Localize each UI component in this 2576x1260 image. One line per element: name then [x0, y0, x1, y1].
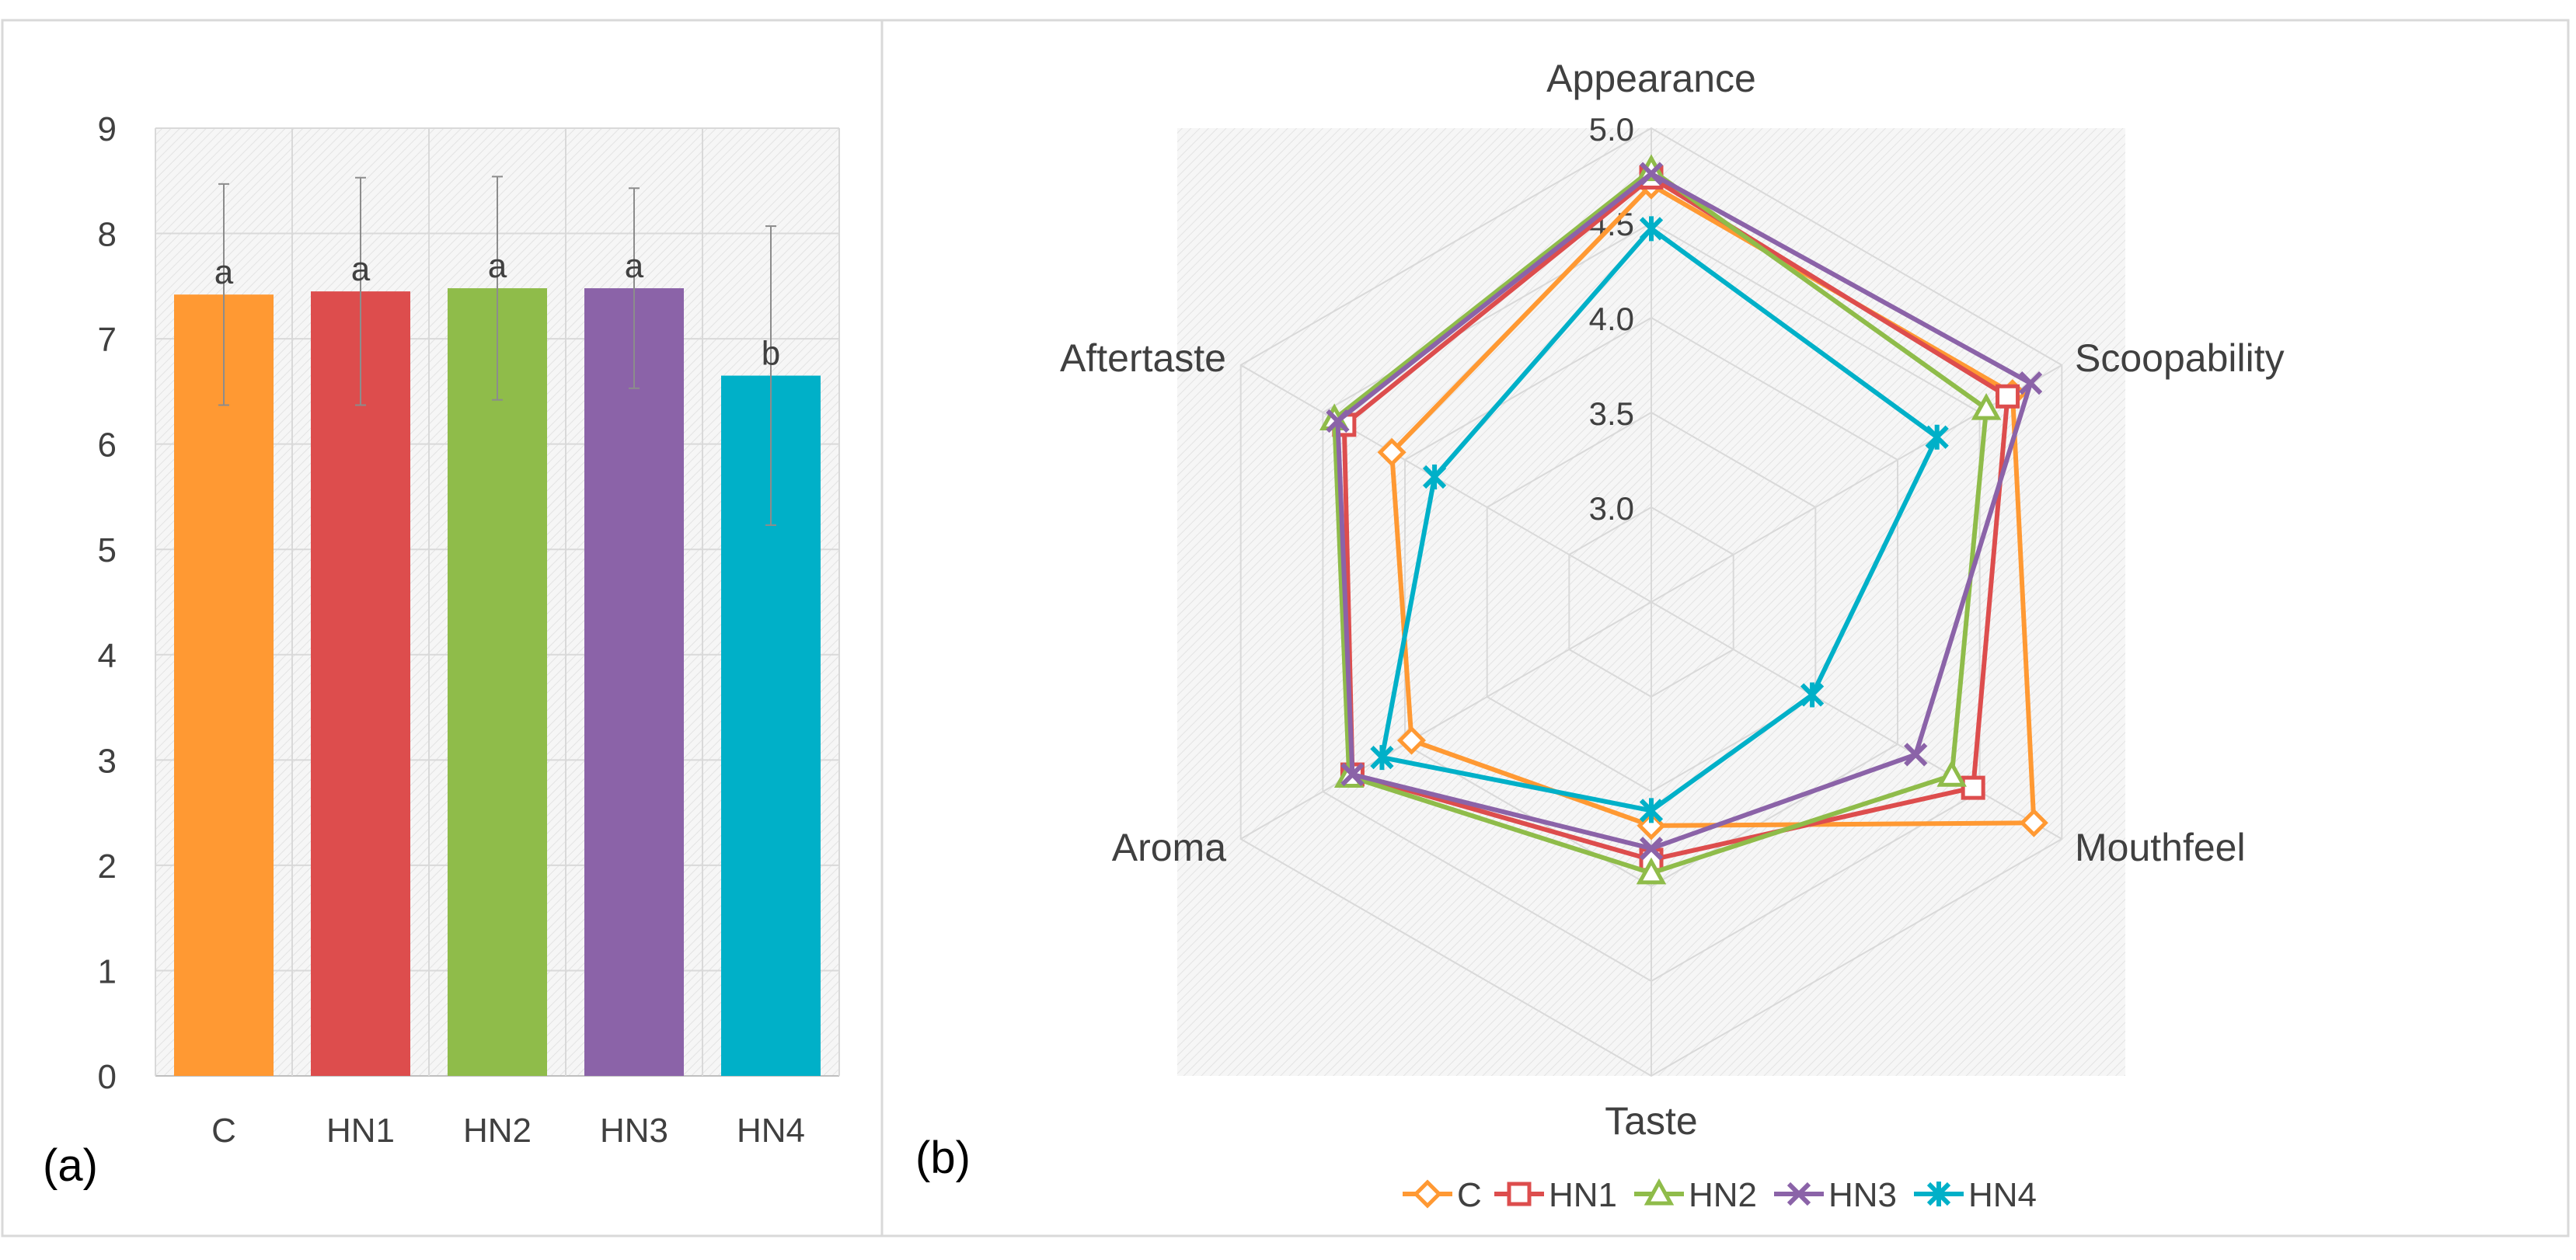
radar-r-tick-label: 3.5: [1589, 395, 1634, 432]
radar-point-HN4: [1800, 682, 1825, 708]
radar-spoke: [1240, 601, 1652, 840]
radar-point-HN2: [1971, 392, 2002, 420]
significance-letter-HN1: a: [351, 250, 371, 288]
bar-y-tick-label: 6: [98, 426, 117, 465]
bar-y-tick-label: 1: [98, 952, 117, 990]
radar-point-C: [1396, 726, 1427, 755]
radar-point-HN4: [1639, 798, 1664, 823]
legend-label: HN4: [1968, 1176, 2037, 1214]
radar-spoke: [1651, 364, 2062, 603]
bar-chart: 0 1 2 3 4 5 6 7 8 9 a a a a b C HN1 HN2 HN3 HN4: [98, 110, 840, 1150]
bar-HN1: [311, 291, 410, 1077]
radar-legend: C HN1 HN2 HN3 HN4: [1403, 1176, 2037, 1214]
radar-axis-label: Appearance: [1546, 57, 1756, 100]
radar-point-HN4: [1639, 216, 1664, 242]
radar-gridlines: [1239, 127, 2063, 1077]
panel-b-label: (b): [915, 1133, 971, 1183]
radar-axis-label: Aftertaste: [1060, 336, 1226, 380]
bar-y-tick-label: 9: [98, 110, 117, 148]
radar-point-HN4: [1925, 424, 1949, 450]
radar-point-HN3: [2019, 371, 2043, 395]
radar-point-HN1: [1996, 384, 2020, 409]
radar-point-HN3: [1340, 762, 1365, 787]
radar-axis-label: Taste: [1605, 1099, 1698, 1143]
radar-axis-label: Scoopability: [2075, 336, 2285, 380]
bar-y-tick-label: 5: [98, 531, 117, 569]
bar-x-tick-label: HN1: [326, 1112, 395, 1150]
bar-x-tick-label: HN3: [600, 1112, 668, 1150]
radar-point-HN3: [1639, 162, 1664, 186]
radar-point-HN3: [1326, 409, 1350, 433]
significance-letter-HN4: b: [762, 335, 780, 373]
radar-point-HN4: [1422, 464, 1447, 489]
radar-point-C: [1377, 437, 1407, 467]
significance-letter-HN3: a: [625, 247, 644, 285]
legend-label: HN2: [1689, 1176, 1757, 1214]
radar-series: [1319, 154, 2048, 885]
radar-r-tick-label: 5.0: [1589, 111, 1634, 148]
legend-marker-HN2: [1644, 1178, 1675, 1206]
significance-letter-HN2: a: [488, 247, 507, 285]
bar-y-tick-label: 3: [98, 742, 117, 780]
radar-axis-label: Mouthfeel: [2075, 826, 2246, 869]
bar-y-tick-label: 8: [98, 216, 117, 254]
radar-point-HN1: [1961, 775, 1985, 800]
radar-point-C: [2019, 808, 2048, 837]
radar-point-HN4: [1370, 745, 1394, 771]
radar-r-tick-label: 4.0: [1589, 301, 1634, 337]
legend-marker-HN4: [1926, 1182, 1951, 1206]
panel-a-label: (a): [43, 1140, 98, 1191]
bar-y-tick-label: 0: [98, 1058, 117, 1096]
radar-point-HN3: [1639, 837, 1664, 861]
bar-y-tick-label: 7: [98, 321, 117, 359]
legend-label: HN1: [1549, 1176, 1617, 1214]
radar-point-C: [1637, 811, 1666, 841]
bar-C: [174, 294, 274, 1077]
bar-HN2: [448, 288, 547, 1076]
radar-spoke: [1240, 364, 1652, 603]
significance-letter-C: a: [214, 253, 234, 291]
bar-x-tick-label: C: [211, 1112, 236, 1150]
radar-r-tick-label: 3.0: [1589, 490, 1634, 527]
legend-marker-C: [1413, 1179, 1442, 1209]
legend-marker-HN1: [1507, 1182, 1532, 1206]
bar-y-tick-label: 2: [98, 848, 117, 886]
radar-point-HN2: [1636, 857, 1667, 885]
radar-chart: 3.03.54.04.55.0 AppearanceScoopabilityMo…: [1060, 57, 2285, 1214]
bar-y-axis: 0 1 2 3 4 5 6 7 8 9: [98, 110, 117, 1096]
bar-series: a a a a b: [174, 176, 821, 1077]
legend-label: C: [1457, 1176, 1482, 1214]
radar-point-HN2: [1936, 760, 1967, 787]
bar-x-axis: C HN1 HN2 HN3 HN4: [211, 1112, 805, 1150]
legend-label: HN3: [1828, 1176, 1897, 1214]
radar-axis-label: Aroma: [1112, 826, 1226, 869]
radar-point-HN3: [1904, 743, 1928, 767]
bar-y-tick-label: 4: [98, 637, 117, 675]
bar-x-tick-label: HN2: [463, 1112, 532, 1150]
radar-spoke: [1651, 601, 2062, 840]
bar-x-tick-label: HN4: [737, 1112, 805, 1150]
bar-HN3: [584, 288, 684, 1076]
legend-marker-HN3: [1786, 1182, 1811, 1206]
radar-axis-labels: Appearance Scoopability Mouthfeel Taste Arom…: [1060, 57, 2285, 1143]
panel-b-frame: [880, 19, 2570, 1237]
